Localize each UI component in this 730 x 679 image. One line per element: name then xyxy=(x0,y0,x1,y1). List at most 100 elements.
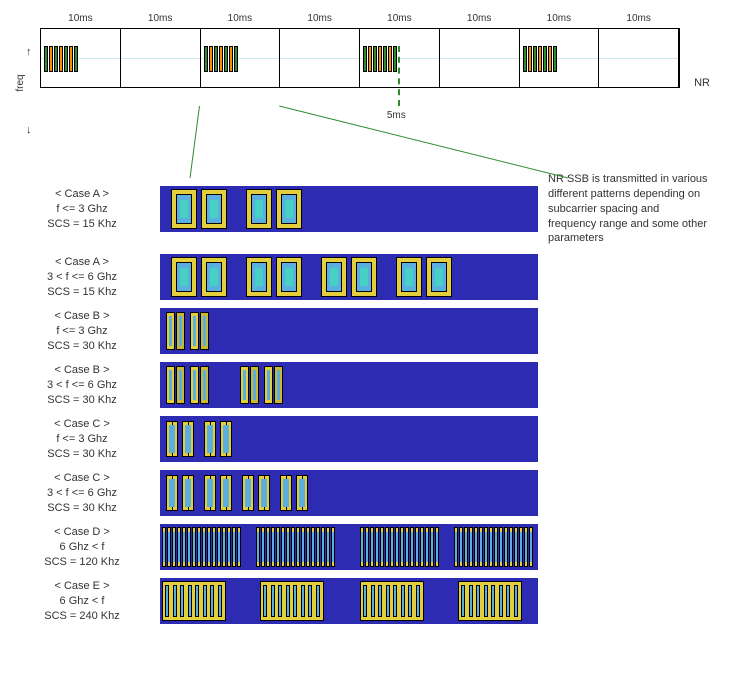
ssb-block xyxy=(474,527,478,567)
case-row: < Case A >3 < f <= 6 GhzSCS = 15 Khz xyxy=(10,254,720,300)
ssb-block xyxy=(286,527,290,567)
ssb-block xyxy=(408,585,412,617)
ssb-block xyxy=(499,527,503,567)
ssb-block xyxy=(494,527,498,567)
ssb-block xyxy=(176,312,185,350)
ssb-block xyxy=(420,527,424,567)
ssb-block xyxy=(396,257,422,297)
ssb-block xyxy=(202,527,206,567)
ssb-block xyxy=(171,257,197,297)
ssb-block xyxy=(201,257,227,297)
ssb-block xyxy=(271,527,275,567)
case-row: < Case B >f <= 3 GhzSCS = 30 Khz xyxy=(10,308,720,354)
ssb-block xyxy=(207,527,211,567)
ssb-pattern-bar xyxy=(160,470,538,516)
ssb-block xyxy=(264,366,273,404)
ssb-block xyxy=(274,366,283,404)
ssb-block xyxy=(426,257,452,297)
ssb-block xyxy=(326,527,330,567)
ssb-block xyxy=(220,475,232,511)
ssb-block xyxy=(246,257,272,297)
nr-label: NR xyxy=(694,77,710,89)
case-label: < Case E >6 Ghz < fSCS = 240 Khz xyxy=(10,579,160,624)
ssb-block xyxy=(469,585,473,617)
ssb-block xyxy=(504,527,508,567)
ssb-block xyxy=(385,527,389,567)
ssb-block xyxy=(187,527,191,567)
ssb-block xyxy=(370,527,374,567)
ssb-block xyxy=(182,527,186,567)
slot: 10ms xyxy=(599,29,679,87)
ssb-block xyxy=(190,366,199,404)
slot-label: 10ms xyxy=(121,13,200,24)
ssb-block xyxy=(415,527,419,567)
ssb-block xyxy=(171,189,197,229)
ssb-block xyxy=(261,527,265,567)
ssb-block xyxy=(180,585,184,617)
case-label: < Case B >f <= 3 GhzSCS = 30 Khz xyxy=(10,309,160,354)
ssb-block xyxy=(405,527,409,567)
ssb-block xyxy=(464,527,468,567)
ssb-burst xyxy=(363,46,397,72)
ssb-block xyxy=(203,585,207,617)
slot-label: 10ms xyxy=(440,13,519,24)
ssb-block xyxy=(246,189,272,229)
ssb-block xyxy=(201,189,227,229)
ssb-block xyxy=(227,527,231,567)
case-row: < Case B >3 < f <= 6 GhzSCS = 30 Khz xyxy=(10,362,720,408)
ssb-burst xyxy=(204,46,238,72)
ssb-block xyxy=(278,585,282,617)
ssb-block xyxy=(524,527,528,567)
ssb-block xyxy=(454,527,458,567)
ssb-block xyxy=(232,527,236,567)
case-label: < Case C >f <= 3 GhzSCS = 30 Khz xyxy=(10,417,160,462)
ssb-block xyxy=(484,527,488,567)
ssb-block xyxy=(217,527,221,567)
ssb-block xyxy=(286,585,290,617)
freq-axis-label: freq xyxy=(15,74,26,91)
ssb-block xyxy=(386,585,390,617)
ssb-block xyxy=(378,585,382,617)
case-row: < Case C >f <= 3 GhzSCS = 30 Khz xyxy=(10,416,720,462)
slot-label: 10ms xyxy=(201,13,280,24)
ssb-block xyxy=(237,527,241,567)
ssb-block xyxy=(276,257,302,297)
ssb-block xyxy=(291,527,295,567)
ssb-block xyxy=(250,366,259,404)
half-frame-label: 5ms xyxy=(387,110,406,121)
ssb-block xyxy=(371,585,375,617)
ssb-block xyxy=(218,585,222,617)
ssb-block xyxy=(204,475,216,511)
ssb-block xyxy=(172,527,176,567)
slot: 10ms xyxy=(121,29,201,87)
ssb-block xyxy=(316,585,320,617)
ssb-block xyxy=(401,585,405,617)
ssb-block xyxy=(395,527,399,567)
slot-label: 10ms xyxy=(280,13,359,24)
ssb-block xyxy=(375,527,379,567)
ssb-block xyxy=(365,527,369,567)
slot-label: 10ms xyxy=(520,13,599,24)
ssb-block xyxy=(165,585,169,617)
ssb-block xyxy=(499,585,503,617)
ssb-block xyxy=(188,585,192,617)
ssb-pattern-bar xyxy=(160,578,538,624)
ssb-pattern-bar xyxy=(160,362,538,408)
ssb-block xyxy=(461,585,465,617)
ssb-block xyxy=(321,527,325,567)
ssb-block xyxy=(416,585,420,617)
case-label: < Case A >f <= 3 GhzSCS = 15 Khz xyxy=(10,187,160,232)
ssb-block xyxy=(197,527,201,567)
ssb-block xyxy=(166,475,178,511)
ssb-block xyxy=(177,527,181,567)
slot-label: 10ms xyxy=(360,13,439,24)
ssb-block xyxy=(256,527,260,567)
ssb-block xyxy=(242,475,254,511)
case-row: < Case C >3 < f <= 6 GhzSCS = 30 Khz xyxy=(10,470,720,516)
side-note: NR SSB is transmitted in various differe… xyxy=(538,172,708,246)
slot: 10ms xyxy=(440,29,520,87)
ssb-block xyxy=(167,527,171,567)
ssb-block xyxy=(514,585,518,617)
case-label: < Case D >6 Ghz < fSCS = 120 Khz xyxy=(10,525,160,570)
ssb-block xyxy=(363,585,367,617)
